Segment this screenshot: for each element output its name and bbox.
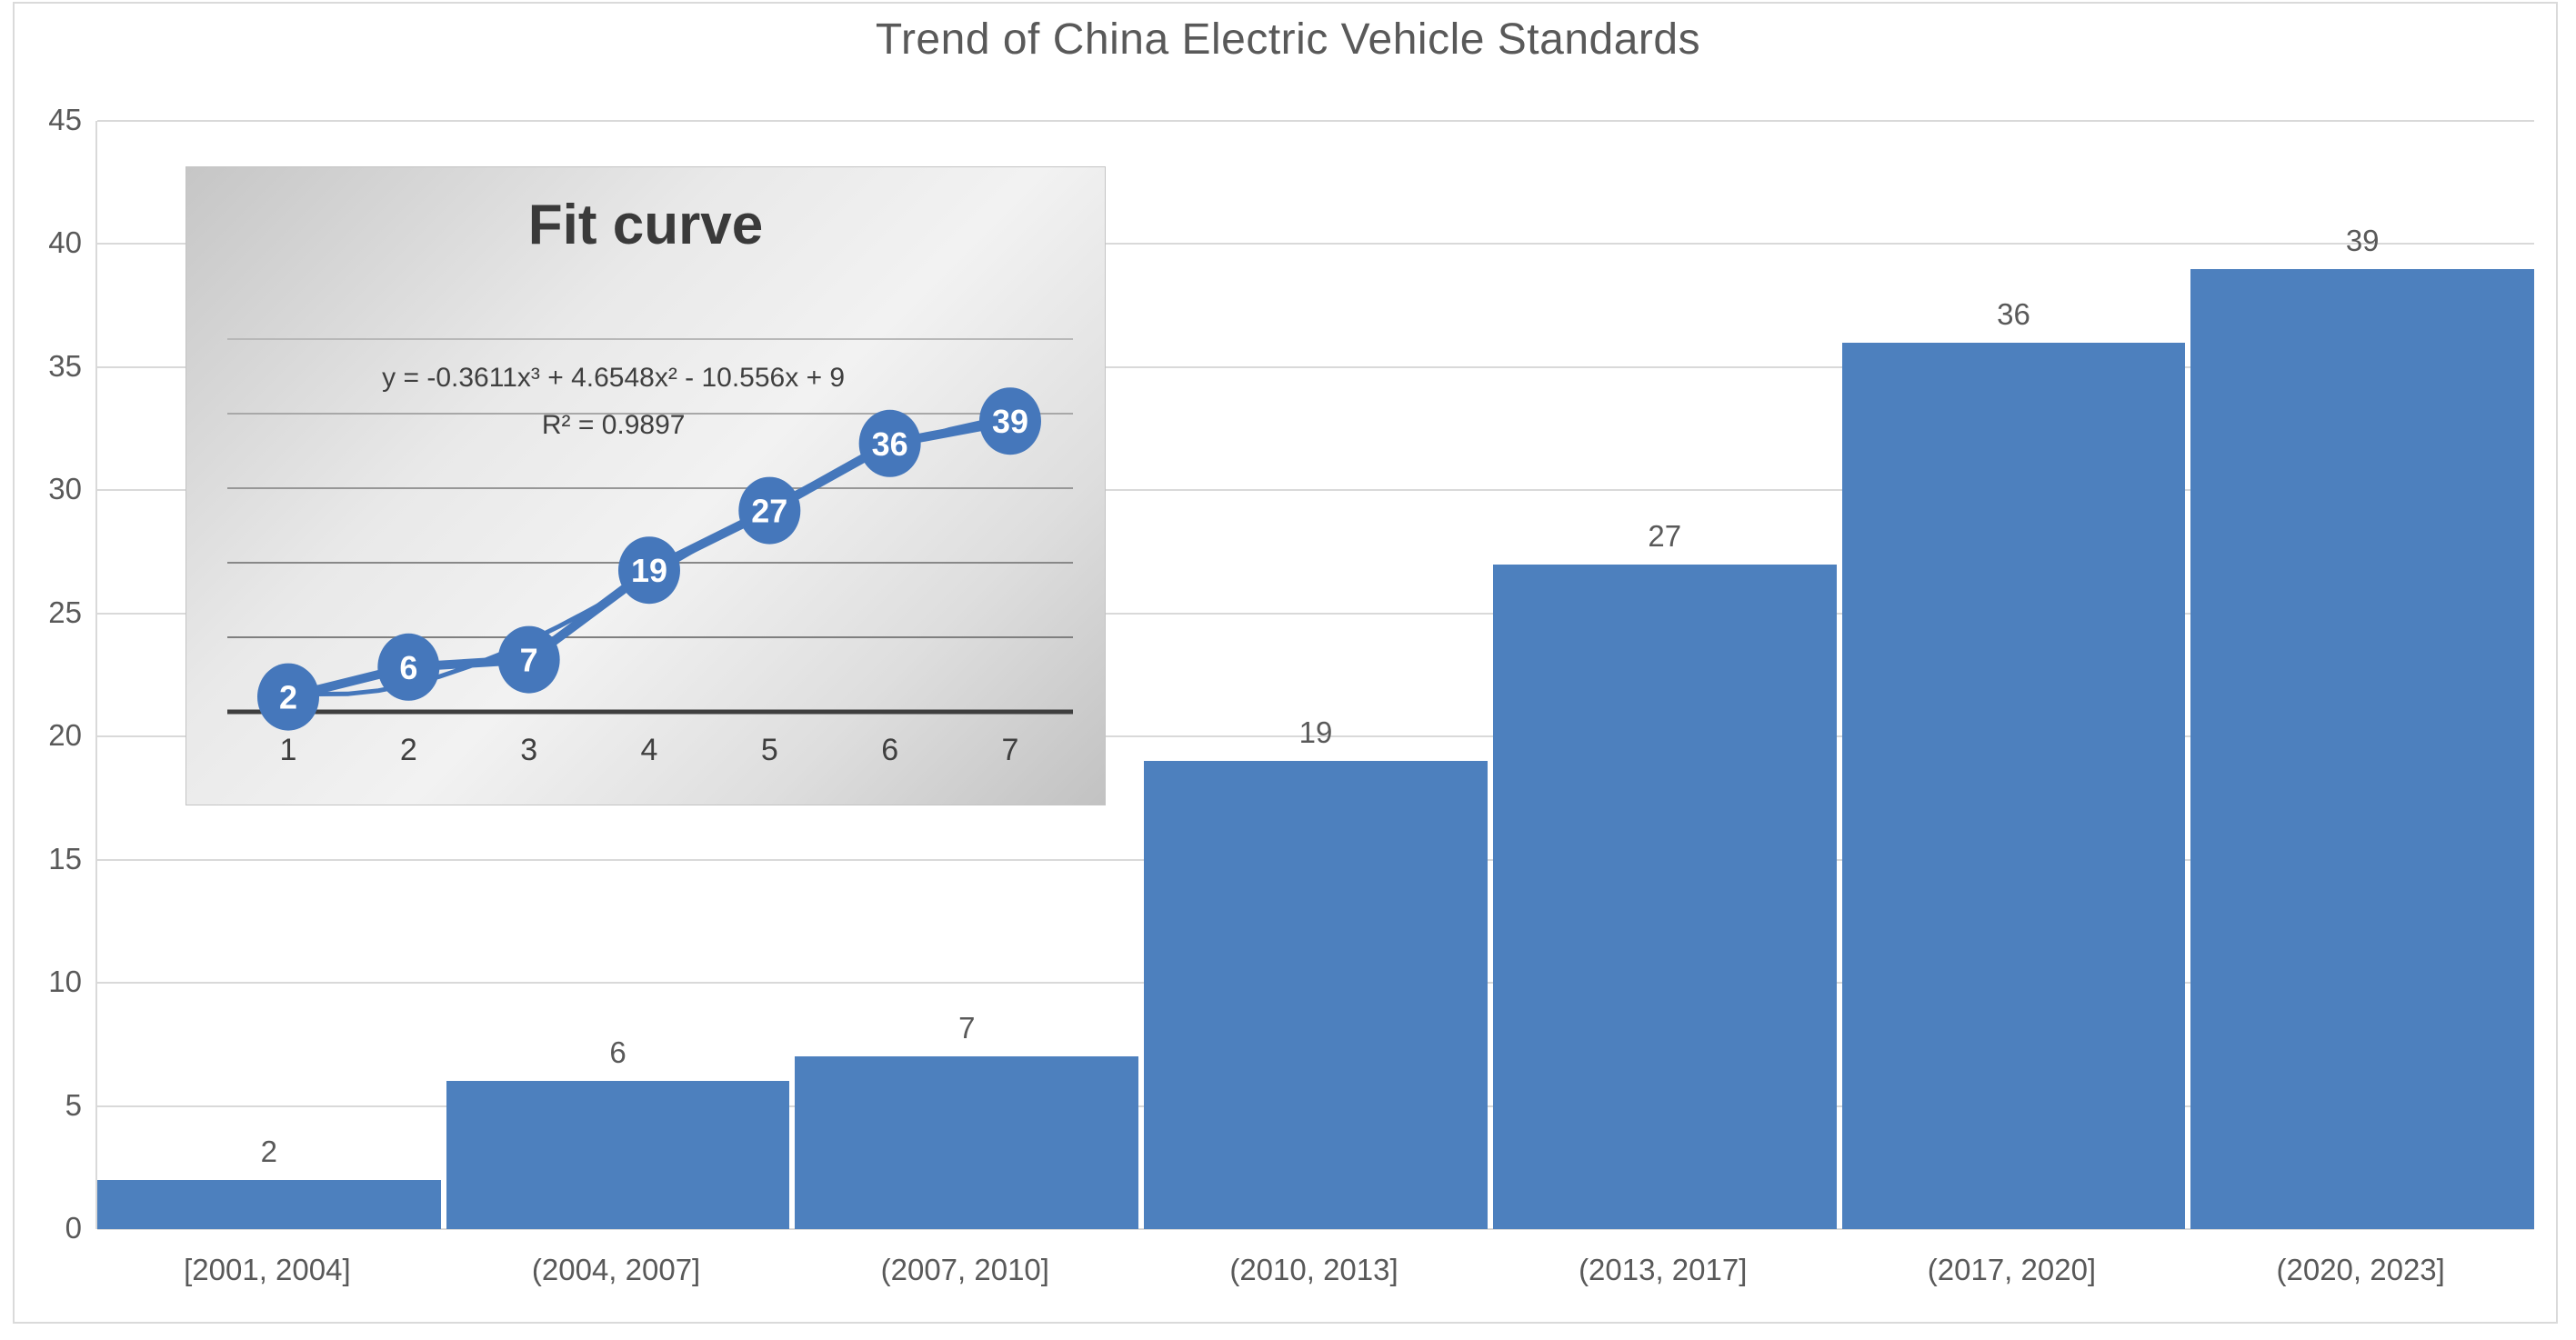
x-axis-tick-label: (2004, 2007] (531, 1253, 701, 1286)
inset-x-tick-label: 6 (881, 733, 898, 767)
inset-x-tick-label: 2 (400, 733, 417, 767)
bar-(2013, 2017] (1492, 564, 1837, 1229)
gridline (97, 243, 2534, 245)
bar-value-label: 36 (1997, 296, 2030, 331)
gridline (97, 1228, 2534, 1230)
chart-title: Trend of China Electric Vehicle Standard… (875, 15, 1701, 64)
trendline-equation: y = -0.3611x³ + 4.6548x² - 10.556x + 9 (382, 363, 846, 393)
y-axis-tick-label: 5 (65, 1087, 82, 1122)
x-axis-tick-label: (2007, 2010] (880, 1253, 1049, 1286)
inset-x-tick-label: 7 (1002, 733, 1019, 767)
data-point-label: 27 (751, 493, 787, 530)
r-squared-value: R² = 0.9897 (541, 410, 686, 440)
y-axis-tick-label: 0 (65, 1211, 82, 1245)
y-axis-tick-label: 20 (48, 718, 82, 753)
x-axis-tick-label: (2013, 2017] (1579, 1253, 1748, 1286)
x-axis-tick-label: (2010, 2013] (1229, 1253, 1398, 1286)
data-point-label: 39 (992, 403, 1028, 440)
bar-(2004, 2007] (446, 1081, 790, 1229)
inset-x-tick-label: 5 (761, 733, 778, 767)
y-axis-tick-label: 15 (48, 841, 82, 875)
x-axis-labels: [2001, 2004] (2004, 2007] (2007, 2010] (201… (95, 1253, 2532, 1287)
bar-slot: 27 (1492, 121, 1837, 1229)
x-axis-tick-label: (2017, 2020] (1927, 1253, 2097, 1286)
gridline (97, 365, 2534, 368)
y-axis-tick-label: 25 (48, 595, 82, 629)
inset-title: Fit curve (527, 194, 764, 256)
y-axis-tick-label: 35 (48, 348, 82, 383)
bar-value-label: 7 (958, 1011, 976, 1045)
bar-(2017, 2020] (1841, 342, 2186, 1229)
bar-slot: 6 (446, 121, 790, 1229)
gridline (97, 489, 2534, 492)
inset-x-tick-label: 3 (520, 733, 537, 767)
bar-slot: 2 (97, 121, 441, 1229)
x-axis-tick-label: [2001, 2004] (184, 1253, 351, 1286)
gridline (97, 612, 2534, 615)
data-point-marker (257, 663, 319, 731)
data-point-marker (497, 625, 560, 694)
y-axis-tick-label: 30 (48, 472, 82, 506)
data-point-marker (978, 387, 1041, 455)
inset-x-tick-label: 4 (641, 733, 658, 767)
data-point-label: 36 (872, 425, 908, 463)
bar-plot-area: 2 6 7 19 27 36 39 (95, 120, 2535, 1230)
gridline (97, 120, 2534, 122)
bar-value-label: 6 (609, 1035, 626, 1070)
data-point-marker (738, 476, 801, 545)
bar-value-label: 2 (260, 1134, 278, 1168)
inset-x-tick-label: 1 (280, 733, 297, 767)
fit-curve-inset: Fit curve y = -0.3611x³ + 4.6548x² - 10.… (185, 166, 1106, 805)
bar-value-label: 27 (1648, 518, 1682, 553)
data-point-label: 7 (520, 642, 538, 679)
bar-slot: 19 (1144, 121, 1488, 1229)
data-point-marker (858, 409, 921, 477)
data-point-label: 6 (399, 649, 417, 686)
bars-container: 2 6 7 19 27 36 39 (97, 121, 2535, 1229)
bar-value-label: 39 (2345, 223, 2380, 257)
x-axis-tick-label: (2020, 2023] (2276, 1253, 2445, 1286)
y-axis-tick-label: 40 (48, 225, 82, 260)
data-point-marker (377, 633, 440, 701)
bar-[2001, 2004] (97, 1179, 441, 1229)
equation-block: y = -0.3611x³ + 4.6548x² - 10.556x + 9 R… (186, 355, 1040, 449)
bar-(2020, 2023] (2190, 268, 2535, 1229)
bar-slot: 7 (795, 121, 1139, 1229)
y-axis-tick-label: 10 (48, 965, 82, 999)
gridline (97, 735, 2534, 738)
bar-(2010, 2013] (1144, 761, 1488, 1229)
bar-slot: 39 (2190, 121, 2535, 1229)
data-point-marker (617, 536, 680, 605)
y-axis-tick-label: 45 (48, 103, 82, 136)
data-point-label: 2 (279, 679, 297, 716)
data-point-label: 19 (631, 552, 667, 589)
bar-value-label: 19 (1298, 715, 1333, 750)
bar-slot: 36 (1841, 121, 2186, 1229)
bar-(2007, 2010] (795, 1056, 1139, 1229)
